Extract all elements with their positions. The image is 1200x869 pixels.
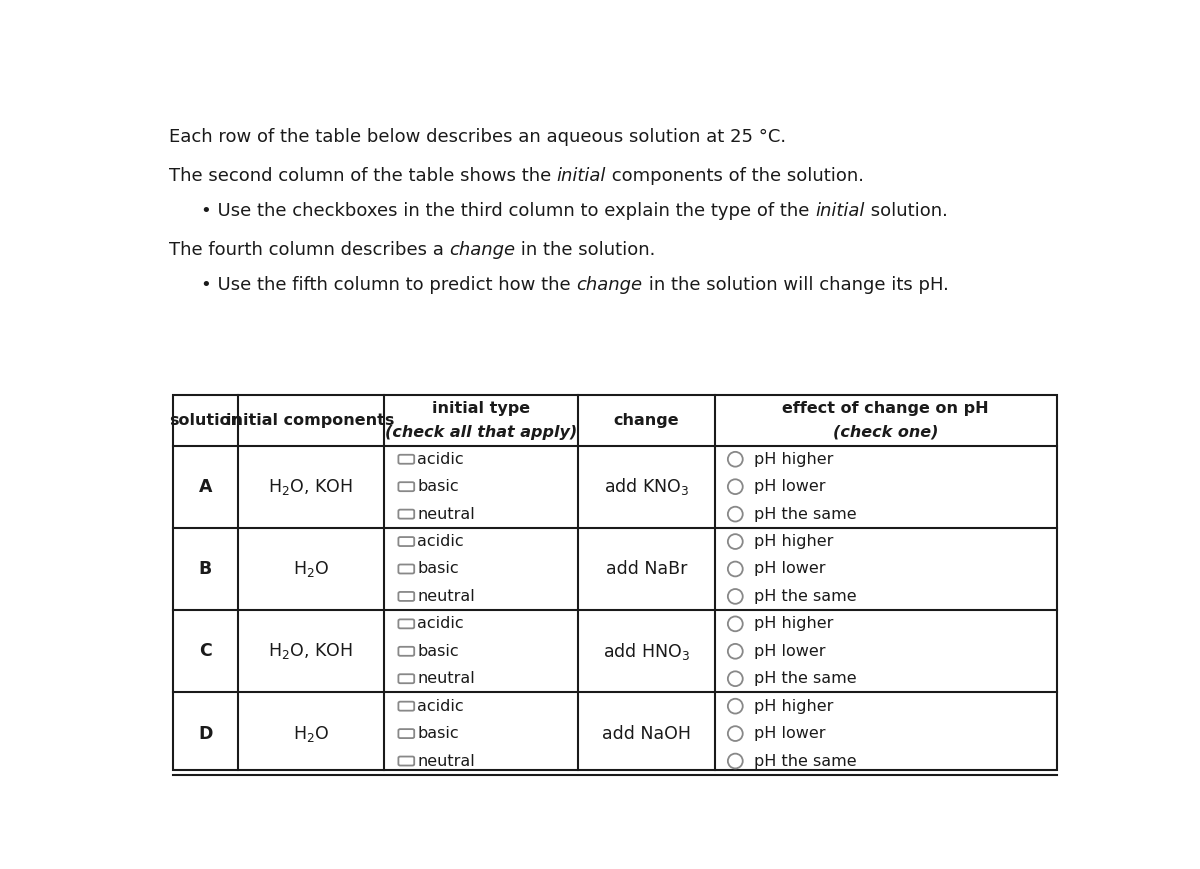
- Text: C: C: [199, 642, 212, 660]
- Text: solution.: solution.: [865, 202, 948, 220]
- Text: • Use the checkboxes in the third column to explain the type of the: • Use the checkboxes in the third column…: [202, 202, 815, 220]
- Text: basic: basic: [418, 726, 458, 741]
- Text: initial components: initial components: [227, 413, 395, 428]
- Text: initial type: initial type: [432, 401, 529, 416]
- Text: add KNO$_3$: add KNO$_3$: [604, 476, 689, 497]
- Text: B: B: [199, 560, 212, 578]
- Text: pH higher: pH higher: [754, 534, 833, 549]
- Text: components of the solution.: components of the solution.: [606, 167, 864, 184]
- Text: D: D: [198, 725, 212, 743]
- Text: effect of change on pH: effect of change on pH: [782, 401, 989, 416]
- Text: pH lower: pH lower: [754, 561, 826, 576]
- Text: (check one): (check one): [833, 425, 938, 440]
- Text: • Use the fifth column to predict how the: • Use the fifth column to predict how th…: [202, 276, 576, 295]
- Text: solution: solution: [169, 413, 242, 428]
- Text: add NaBr: add NaBr: [606, 560, 688, 578]
- Text: add NaOH: add NaOH: [602, 725, 691, 743]
- Text: neutral: neutral: [418, 589, 475, 604]
- Text: basic: basic: [418, 561, 458, 576]
- Text: initial: initial: [557, 167, 606, 184]
- Text: acidic: acidic: [418, 534, 463, 549]
- Text: A: A: [199, 478, 212, 495]
- Bar: [173, 395, 1057, 770]
- Text: change: change: [613, 413, 679, 428]
- Text: pH higher: pH higher: [754, 616, 833, 632]
- Text: in the solution will change its pH.: in the solution will change its pH.: [643, 276, 948, 295]
- Text: H$_2$O, KOH: H$_2$O, KOH: [269, 641, 353, 661]
- Text: pH the same: pH the same: [754, 589, 857, 604]
- Text: (check all that apply): (check all that apply): [384, 425, 577, 440]
- Text: basic: basic: [418, 479, 458, 494]
- Text: The second column of the table shows the: The second column of the table shows the: [168, 167, 557, 184]
- Text: acidic: acidic: [418, 452, 463, 467]
- Text: H$_2$O: H$_2$O: [293, 559, 329, 579]
- Text: The fourth column describes a: The fourth column describes a: [168, 241, 449, 259]
- Text: pH the same: pH the same: [754, 507, 857, 521]
- Text: H$_2$O, KOH: H$_2$O, KOH: [269, 477, 353, 497]
- Text: neutral: neutral: [418, 507, 475, 521]
- Text: acidic: acidic: [418, 616, 463, 632]
- Text: Each row of the table below describes an aqueous solution at 25 °C.: Each row of the table below describes an…: [168, 128, 786, 146]
- Text: change: change: [449, 241, 515, 259]
- Text: pH lower: pH lower: [754, 726, 826, 741]
- Text: pH higher: pH higher: [754, 699, 833, 713]
- Text: pH lower: pH lower: [754, 479, 826, 494]
- Text: pH the same: pH the same: [754, 671, 857, 687]
- Text: pH the same: pH the same: [754, 753, 857, 768]
- Text: H$_2$O: H$_2$O: [293, 724, 329, 744]
- Text: change: change: [576, 276, 643, 295]
- Text: neutral: neutral: [418, 753, 475, 768]
- Text: add HNO$_3$: add HNO$_3$: [602, 640, 690, 662]
- Text: pH lower: pH lower: [754, 644, 826, 659]
- Text: basic: basic: [418, 644, 458, 659]
- Text: pH higher: pH higher: [754, 452, 833, 467]
- Text: neutral: neutral: [418, 671, 475, 687]
- Text: acidic: acidic: [418, 699, 463, 713]
- Text: initial: initial: [815, 202, 865, 220]
- Text: in the solution.: in the solution.: [515, 241, 655, 259]
